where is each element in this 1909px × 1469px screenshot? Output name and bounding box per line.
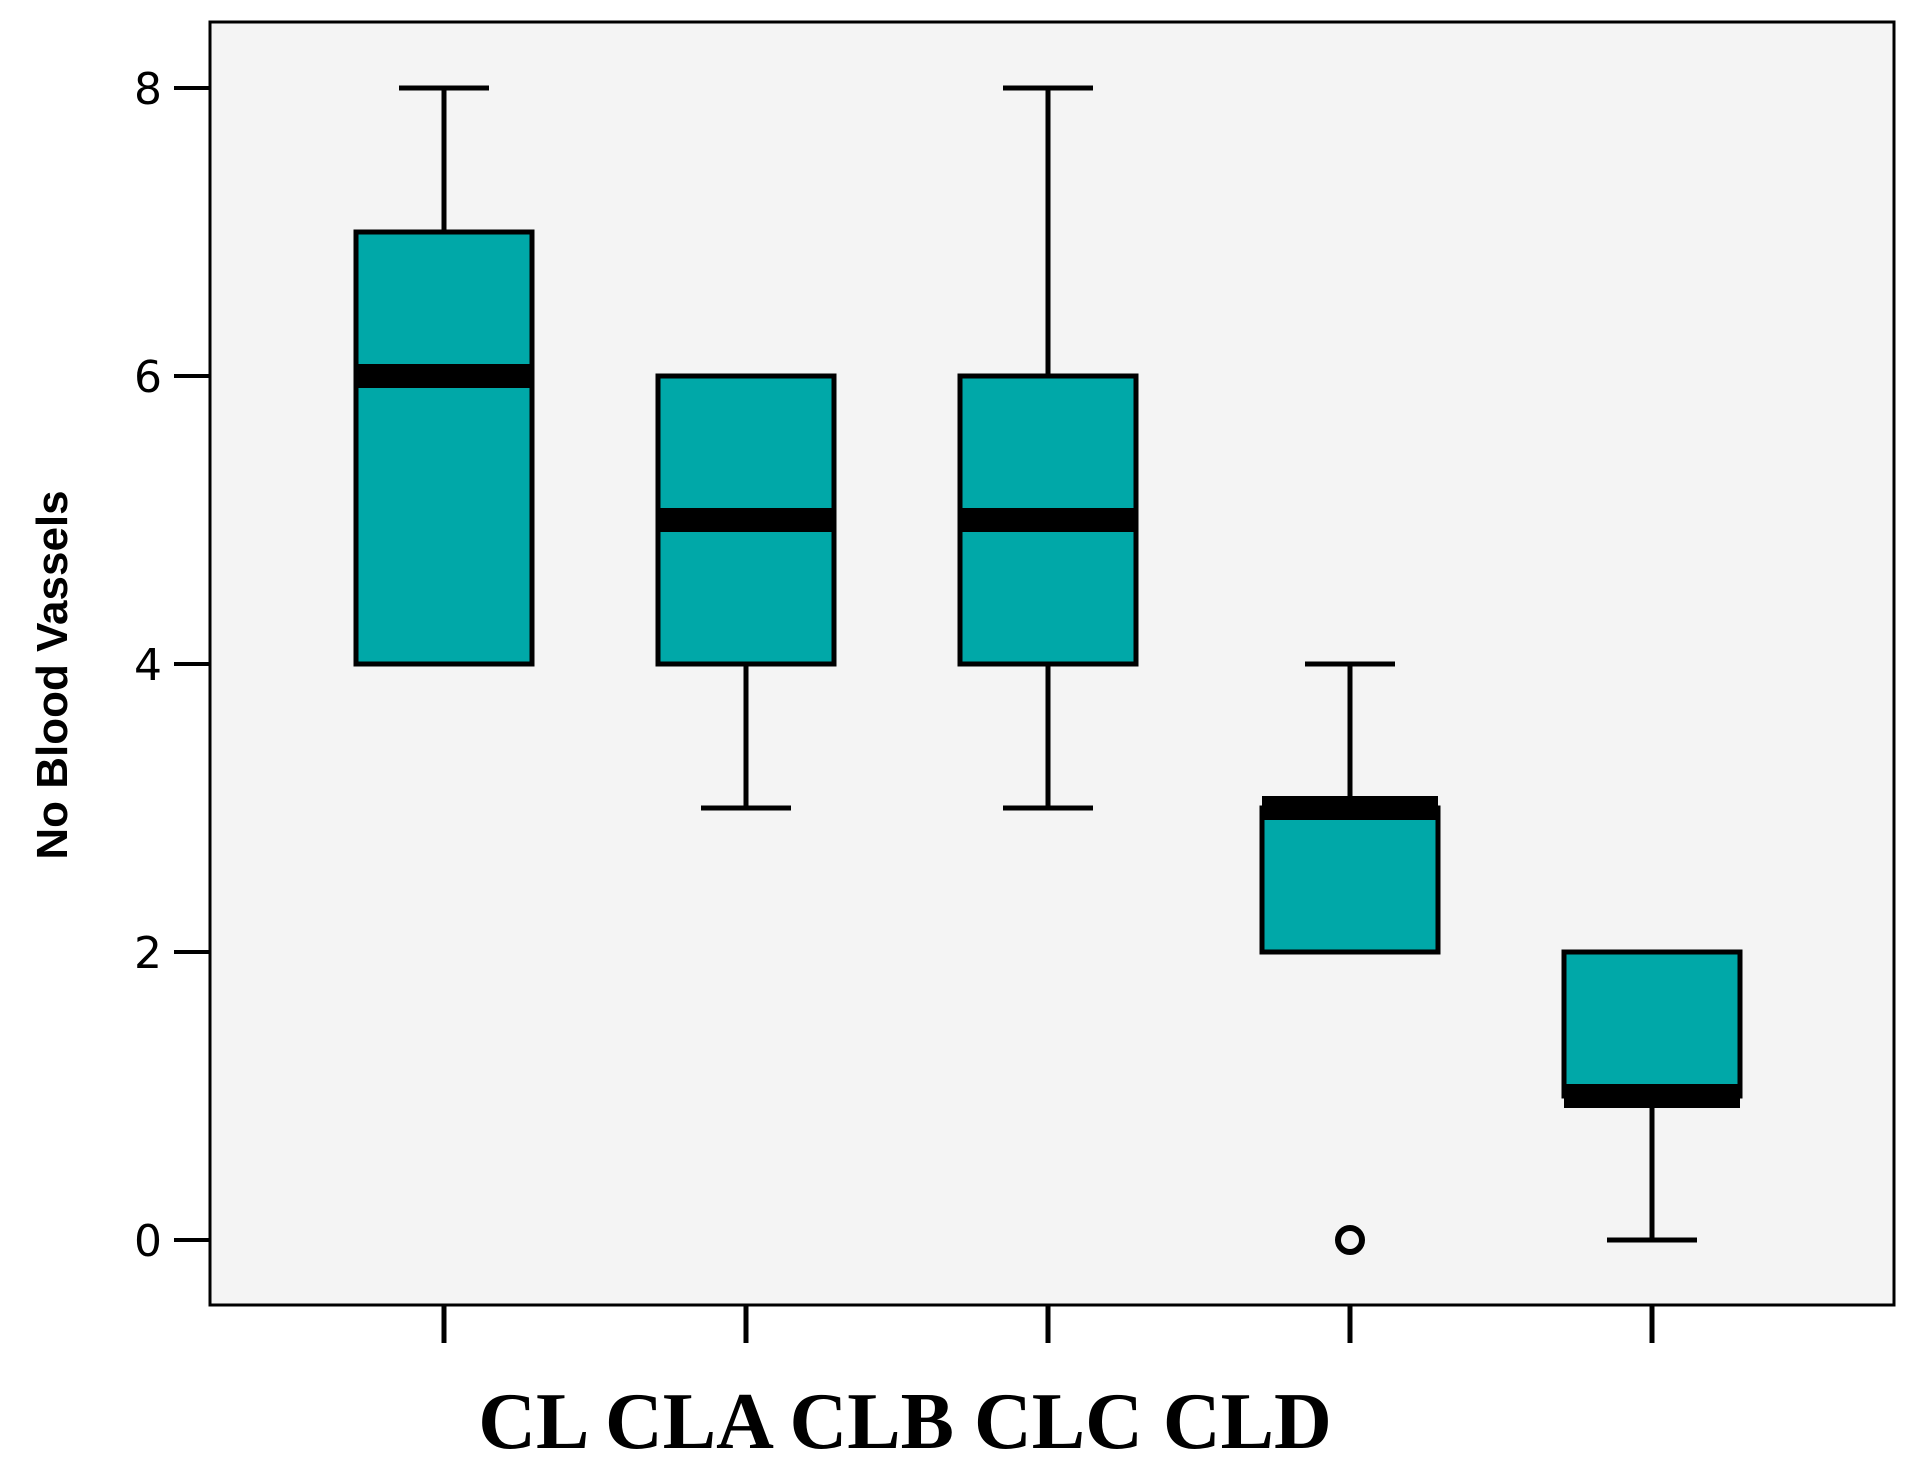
box-cl [353, 85, 535, 667]
iqr-box [353, 229, 535, 667]
y-tick-label: 2 [134, 928, 162, 979]
y-tick-label: 8 [134, 64, 162, 115]
median-line [356, 364, 532, 388]
iqr-box [1259, 805, 1441, 955]
median-line [1564, 1084, 1740, 1108]
median-line [960, 508, 1136, 532]
x-axis-label: CL CLA CLB CLC CLD [478, 1378, 1332, 1466]
median-line [1262, 796, 1438, 820]
box-cld [1561, 949, 1743, 1243]
y-axis-label: No Blood Vassels [28, 490, 77, 859]
y-tick-label: 6 [134, 352, 162, 403]
y-axis: 0 2 4 6 8 [134, 64, 210, 1267]
box-cla [655, 373, 837, 811]
iqr-box [1561, 949, 1743, 1099]
box-clc [1259, 661, 1441, 1255]
boxes-group [353, 85, 1743, 1255]
x-axis [441, 1305, 1655, 1343]
outlier-point [1335, 1225, 1365, 1255]
y-tick-label: 0 [134, 1216, 162, 1267]
y-tick-label: 4 [134, 640, 162, 691]
box-clb [957, 85, 1139, 811]
median-line [658, 508, 834, 532]
